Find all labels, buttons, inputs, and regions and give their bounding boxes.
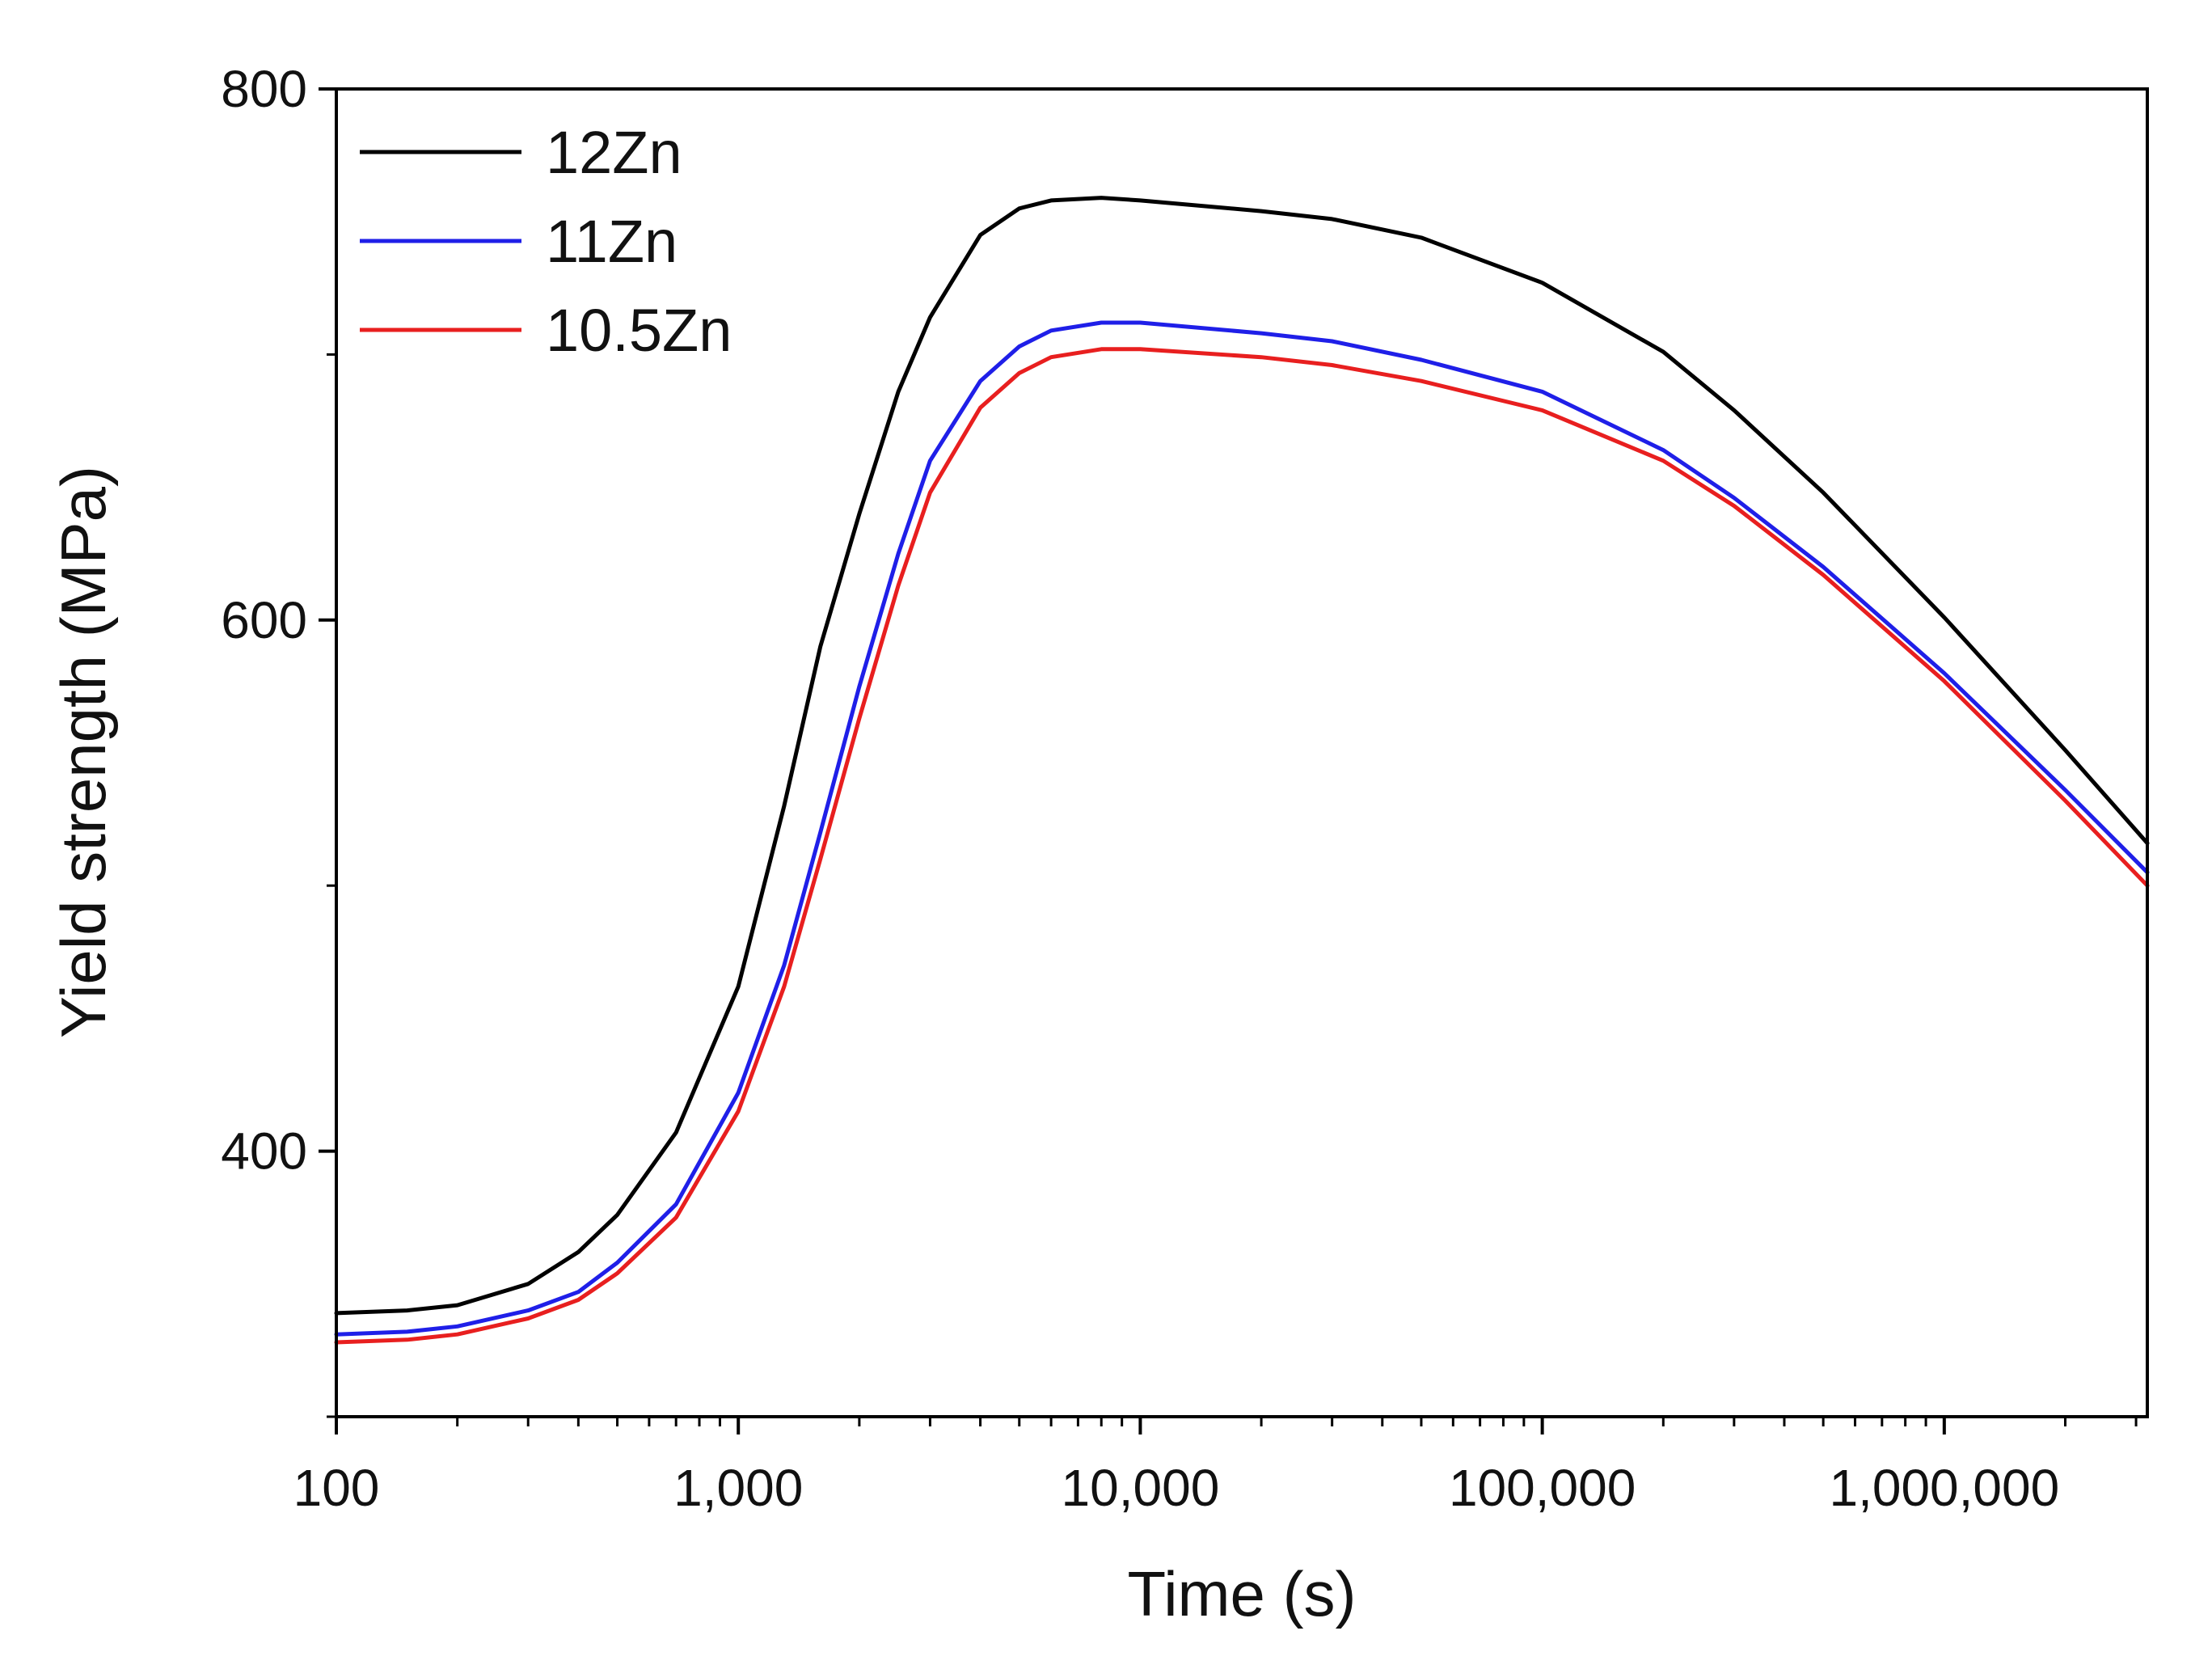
y-axis-ticks: 400 600 800 bbox=[221, 60, 336, 1181]
x-tick-label: 1,000 bbox=[673, 1459, 803, 1517]
x-axis-ticks: 100 1,000 10,000 100,000 1,000,000 bbox=[293, 1417, 2059, 1517]
series-line-10.5Zn bbox=[334, 347, 2150, 1345]
x-tick-label: 100 bbox=[293, 1459, 380, 1517]
legend-label-12Zn: 12Zn bbox=[546, 119, 682, 186]
y-tick-label: 600 bbox=[221, 591, 307, 649]
legend-label-11Zn: 11Zn bbox=[546, 208, 678, 275]
y-tick-label: 400 bbox=[221, 1122, 307, 1181]
y-axis-title: Yield strength (MPa) bbox=[48, 466, 119, 1038]
x-axis-title: Time (s) bbox=[1127, 1558, 1356, 1629]
series-line-12Zn bbox=[334, 196, 2150, 1316]
plot-frame bbox=[335, 87, 2149, 1418]
minor-ticks bbox=[327, 353, 2138, 1426]
x-tick-label: 10,000 bbox=[1062, 1459, 1220, 1517]
x-tick-label: 100,000 bbox=[1449, 1459, 1636, 1517]
legend: 12Zn 11Zn 10.5Zn bbox=[360, 119, 732, 364]
series-line-11Zn bbox=[334, 320, 2150, 1337]
legend-label-10.5Zn: 10.5Zn bbox=[546, 297, 732, 364]
series-lines bbox=[334, 196, 2150, 1345]
y-tick-label: 800 bbox=[221, 60, 307, 118]
x-tick-label: 1,000,000 bbox=[1829, 1459, 2059, 1517]
